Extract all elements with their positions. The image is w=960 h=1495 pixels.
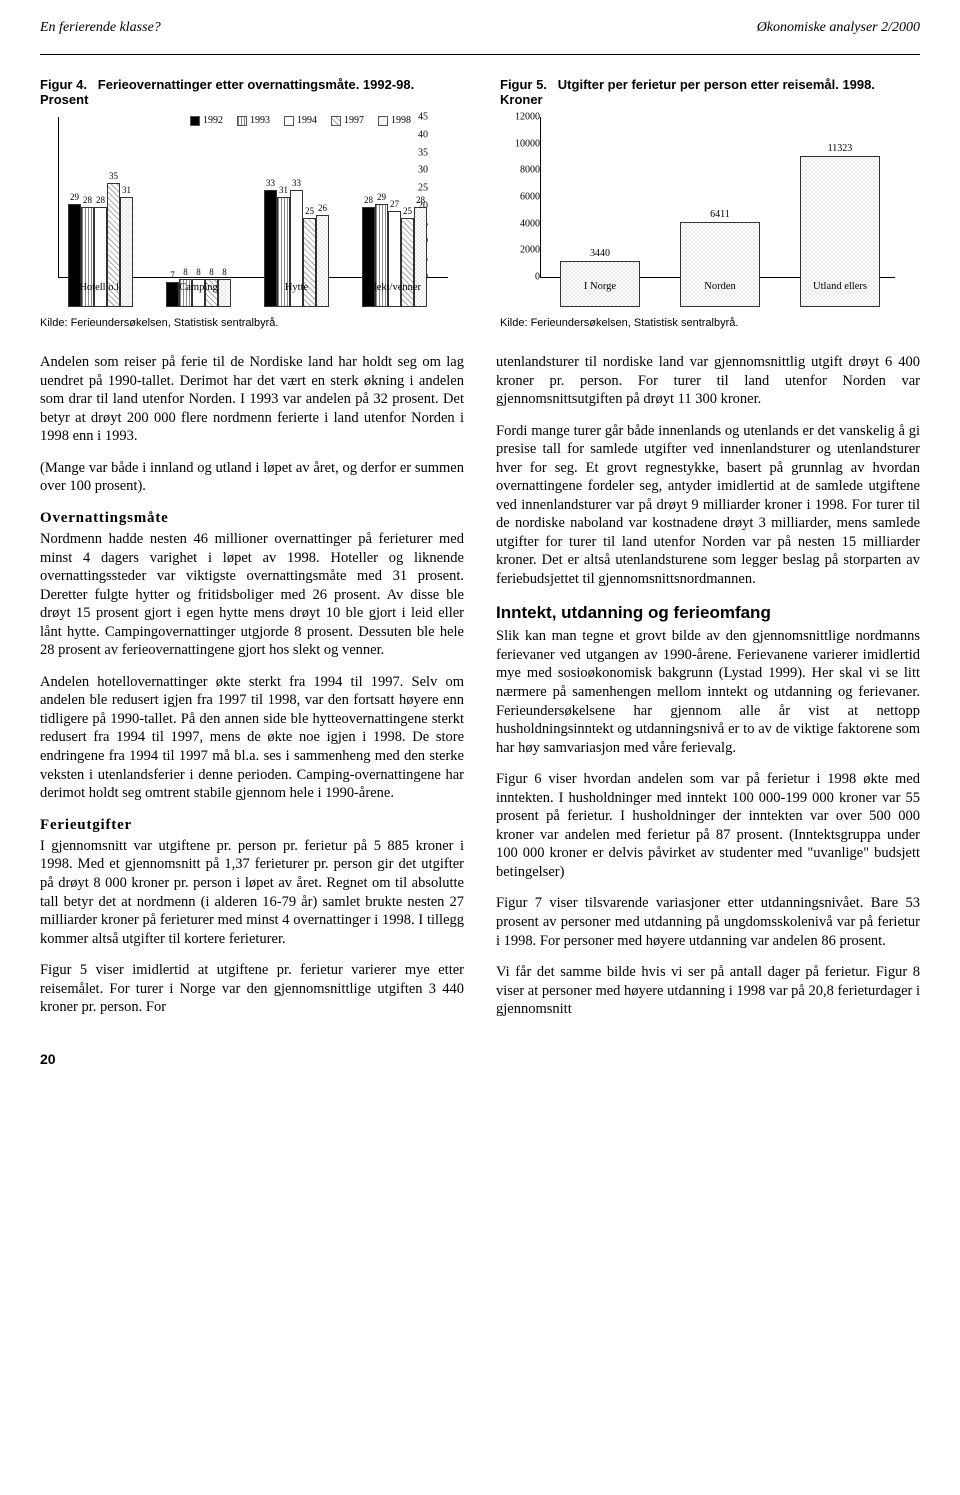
- figure-4: Figur 4. Ferieovernattinger etter overna…: [40, 77, 460, 329]
- bar-value: 33: [292, 178, 301, 188]
- bar-value: 29: [70, 192, 79, 202]
- figure-4-title: Figur 4. Ferieovernattinger etter overna…: [40, 77, 460, 107]
- figure-4-chart: 0510152025303540451992199319941997199829…: [40, 117, 450, 307]
- bar-value: 6411: [710, 209, 730, 220]
- paragraph: I gjennomsnitt var utgiftene pr. person …: [40, 837, 464, 948]
- x-tick-label: Hotell o.l.: [79, 282, 121, 293]
- x-tick-label: Camping: [179, 282, 218, 293]
- bar-value: 28: [364, 195, 373, 205]
- paragraph: Slik kan man tegne et grovt bilde av den…: [496, 627, 920, 757]
- y-tick-label: 10000: [515, 138, 540, 149]
- y-tick-label: 6000: [520, 192, 540, 203]
- y-tick-label: 2000: [520, 245, 540, 256]
- paragraph: (Mange var både i innland og utland i lø…: [40, 459, 464, 496]
- y-tick-label: 25: [418, 183, 428, 194]
- x-tick-label: I Norge: [584, 281, 616, 292]
- figure-5: Figur 5. Utgifter per ferietur per perso…: [500, 77, 920, 329]
- legend: 19921993199419971998: [190, 115, 411, 126]
- figures-row: Figur 4. Ferieovernattinger etter overna…: [40, 77, 920, 329]
- bar-value: 25: [305, 206, 314, 216]
- header-left: En ferierende klasse?: [40, 20, 161, 36]
- page-number: 20: [40, 1051, 920, 1067]
- bar-value: 29: [377, 192, 386, 202]
- x-tick-label: Hytte: [285, 282, 308, 293]
- paragraph: Figur 7 viser tilsvarende variasjoner et…: [496, 894, 920, 950]
- subheading: Overnattingsmåte: [40, 509, 464, 528]
- bar-value: 8: [183, 267, 188, 277]
- header-rule: [40, 54, 920, 55]
- y-tick-label: 35: [418, 147, 428, 158]
- bar-value: 31: [122, 185, 131, 195]
- bar-value: 3440: [590, 248, 610, 259]
- y-tick-label: 40: [418, 129, 428, 140]
- bar: 33: [264, 190, 277, 307]
- bar-value: 27: [390, 199, 399, 209]
- figure-5-chart: 0200040006000800010000120003440I Norge64…: [500, 117, 900, 307]
- y-tick-label: 45: [418, 112, 428, 123]
- x-tick-label: Utland ellers: [813, 281, 867, 292]
- y-tick-label: 4000: [520, 218, 540, 229]
- bar-value: 35: [109, 171, 118, 181]
- bar-value: 28: [96, 195, 105, 205]
- bar: 26: [316, 215, 329, 307]
- bar-value: 28: [83, 195, 92, 205]
- body-columns: Andelen som reiser på ferie til de Nordi…: [40, 353, 920, 1031]
- paragraph: Nordmenn hadde nesten 46 millioner overn…: [40, 530, 464, 660]
- bar-value: 8: [196, 267, 201, 277]
- section-heading: Inntekt, utdanning og ferieomfang: [496, 602, 920, 624]
- bar-value: 8: [222, 267, 227, 277]
- figure-5-title: Figur 5. Utgifter per ferietur per perso…: [500, 77, 920, 107]
- bar: 7: [166, 282, 179, 307]
- subheading: Ferieutgifter: [40, 816, 464, 835]
- paragraph: Figur 5 viser imidlertid at utgiftene pr…: [40, 961, 464, 1017]
- paragraph: Vi får det samme bilde hvis vi ser på an…: [496, 963, 920, 1019]
- bar: 25: [401, 218, 414, 307]
- bar: 25: [303, 218, 316, 307]
- paragraph: Fordi mange turer går både innenlands og…: [496, 422, 920, 589]
- bar-value: 7: [170, 270, 175, 280]
- x-tick-label: Norden: [704, 281, 736, 292]
- paragraph: Andelen hotellovernattinger økte sterkt …: [40, 673, 464, 803]
- bar-value: 25: [403, 206, 412, 216]
- running-header: En ferierende klasse? Økonomiske analyse…: [40, 20, 920, 36]
- bar-value: 31: [279, 185, 288, 195]
- figure-5-source: Kilde: Ferieundersøkelsen, Statistisk se…: [500, 317, 920, 329]
- bar-value: 11323: [828, 143, 853, 154]
- y-tick-label: 12000: [515, 112, 540, 123]
- paragraph: Figur 6 viser hvordan andelen som var på…: [496, 770, 920, 881]
- bar-value: 33: [266, 178, 275, 188]
- bar-value: 26: [318, 203, 327, 213]
- paragraph: utenlandsturer til nordiske land var gje…: [496, 353, 920, 409]
- paragraph: Andelen som reiser på ferie til de Nordi…: [40, 353, 464, 446]
- header-right: Økonomiske analyser 2/2000: [757, 20, 920, 36]
- bar: 31: [120, 197, 133, 307]
- y-tick-label: 30: [418, 165, 428, 176]
- bar-value: 8: [209, 267, 214, 277]
- bar-value: 28: [416, 195, 425, 205]
- x-tick-label: Slekt/venner: [368, 282, 421, 293]
- y-tick-label: 8000: [520, 165, 540, 176]
- bar: 6411: [680, 222, 760, 307]
- figure-4-source: Kilde: Ferieundersøkelsen, Statistisk se…: [40, 317, 460, 329]
- bar: 8: [218, 279, 231, 307]
